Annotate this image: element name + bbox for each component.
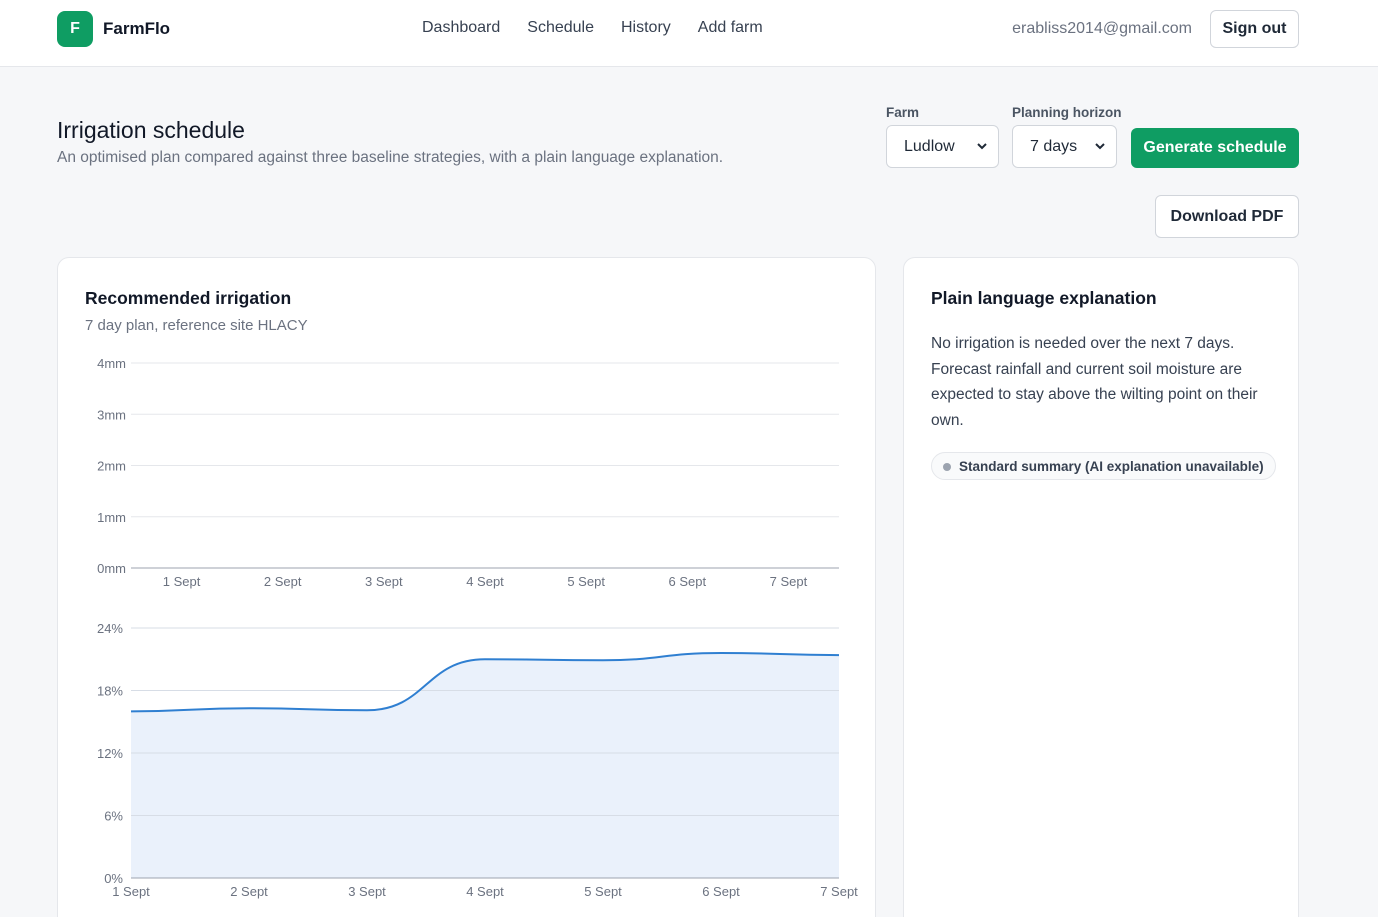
horizon-label: Planning horizon: [1012, 105, 1122, 120]
recommended-irrigation-card: Recommended irrigation 7 day plan, refer…: [57, 257, 876, 917]
page-title: Irrigation schedule: [57, 117, 245, 143]
x-tick-label: 6 Sept: [668, 574, 706, 589]
nav-schedule[interactable]: Schedule: [527, 19, 594, 36]
x-tick-label: 5 Sept: [567, 574, 605, 589]
x-tick-label: 3 Sept: [348, 884, 386, 899]
y-tick-label: 1mm: [97, 510, 126, 525]
status-dot-icon: [943, 463, 951, 471]
y-tick-label: 6%: [104, 809, 123, 824]
nav-add-farm[interactable]: Add farm: [697, 19, 763, 36]
explanation-card: Plain language explanation No irrigation…: [903, 257, 1299, 917]
horizon-select[interactable]: 7 days: [1012, 125, 1117, 168]
x-tick-label: 7 Sept: [770, 574, 808, 589]
brand-name: FarmFlo: [103, 19, 171, 38]
summary-status-badge: Standard summary (AI explanation unavail…: [931, 452, 1276, 480]
nav-dashboard[interactable]: Dashboard: [422, 19, 501, 36]
soil-moisture-chart: 0% 6% 12% 18% 24% 1 Sept 2 Sept 3 Sept 4 Sept 5 S…: [97, 621, 858, 899]
x-tick-label: 2 Sept: [230, 884, 268, 899]
brand[interactable]: F FarmFlo: [57, 11, 170, 47]
x-tick-label: 5 Sept: [584, 884, 622, 899]
brand-logo-icon: F: [57, 11, 93, 47]
y-tick-label: 2mm: [97, 459, 126, 474]
chevron-down-icon: [977, 143, 987, 150]
x-tick-label: 1 Sept: [163, 574, 201, 589]
y-tick-label: 0mm: [97, 561, 126, 576]
x-tick-label: 1 Sept: [112, 884, 150, 899]
nav-history[interactable]: History: [621, 19, 671, 36]
y-tick-label: 12%: [97, 746, 123, 761]
y-tick-label: 0%: [104, 871, 123, 886]
x-tick-label: 4 Sept: [466, 574, 504, 589]
generate-schedule-button[interactable]: Generate schedule: [1131, 128, 1299, 168]
page-subtitle: An optimised plan compared against three…: [57, 149, 724, 166]
farm-select-value: Ludlow: [904, 137, 955, 155]
y-tick-label: 4mm: [97, 356, 126, 371]
y-tick-label: 18%: [97, 684, 123, 699]
irrigation-charts: 0mm 1mm 2mm 3mm 4mm 1 Sept 2 Sept 3 Sept 4 Sept 5…: [97, 356, 858, 899]
y-tick-label: 3mm: [97, 407, 126, 422]
horizon-select-value: 7 days: [1030, 137, 1078, 155]
chevron-down-icon: [1095, 143, 1105, 150]
moisture-area: [131, 653, 839, 878]
x-tick-label: 4 Sept: [466, 884, 504, 899]
farm-label: Farm: [886, 105, 920, 120]
y-tick-label: 24%: [97, 621, 123, 636]
x-tick-label: 2 Sept: [264, 574, 302, 589]
x-tick-label: 3 Sept: [365, 574, 403, 589]
download-pdf-button[interactable]: Download PDF: [1155, 195, 1299, 238]
recommended-subtitle: 7 day plan, reference site HLACY: [85, 317, 308, 334]
explanation-text: No irrigation is needed over the next 7 …: [931, 335, 1258, 429]
explanation-title: Plain language explanation: [931, 288, 1157, 308]
irrigation-amount-chart: 0mm 1mm 2mm 3mm 4mm 1 Sept 2 Sept 3 Sept 4 Sept 5…: [97, 356, 839, 589]
main-nav: Dashboard Schedule History Add farm: [422, 19, 763, 37]
moisture-line: [130, 651, 840, 713]
farm-select[interactable]: Ludlow: [886, 125, 999, 168]
summary-status-label: Standard summary (AI explanation unavail…: [959, 458, 1264, 474]
top-nav-bar: F FarmFlo Dashboard Schedule History Add…: [0, 0, 1378, 67]
x-tick-label: 6 Sept: [702, 884, 740, 899]
x-tick-label: 7 Sept: [820, 884, 858, 899]
user-email: erabliss2014@gmail.com: [1012, 20, 1192, 37]
recommended-title: Recommended irrigation: [85, 288, 292, 308]
sign-out-button[interactable]: Sign out: [1210, 10, 1299, 48]
